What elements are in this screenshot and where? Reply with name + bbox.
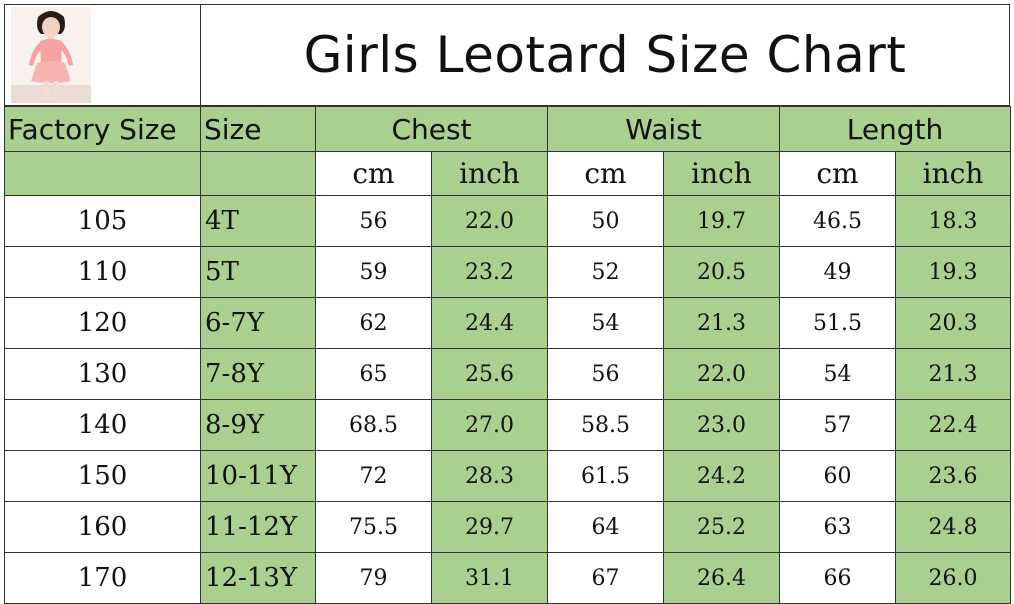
length-inch-cell: 21.3 [894,348,1012,400]
unit-row: cm inch cm inch cm inch [4,151,1012,196]
length-cm-cell: 51.5 [779,297,896,349]
chest-cm-cell: 72 [315,450,432,502]
factory-size-cell: 150 [4,450,201,502]
waist-inch-cell: 23.0 [663,399,780,451]
unit-chest-inch: inch [431,151,548,196]
table-row: 110 5T 59 23.2 52 20.5 49 19.3 [4,246,1012,298]
unit-blank [200,151,316,196]
size-cell: 12-13Y [200,552,316,604]
waist-cm-cell: 54 [547,297,664,349]
table-row: 170 12-13Y 79 31.1 67 26.4 66 26.0 [4,552,1012,604]
length-inch-cell: 23.6 [894,450,1012,502]
chest-inch-cell: 28.3 [431,450,548,502]
chest-cm-cell: 59 [315,246,432,298]
chest-cm-cell: 75.5 [315,501,432,553]
length-cm-cell: 46.5 [779,195,896,247]
unit-chest-cm: cm [315,151,432,196]
waist-inch-cell: 24.2 [663,450,780,502]
photo-cell [4,4,200,106]
length-inch-cell: 18.3 [894,195,1012,247]
waist-cm-cell: 64 [547,501,664,553]
unit-blank [4,151,201,196]
unit-length-inch: inch [894,151,1012,196]
header-length: Length [778,106,1012,152]
factory-size-cell: 130 [4,348,201,400]
chest-cm-cell: 56 [315,195,432,247]
chest-cm-cell: 62 [315,297,432,349]
header-size: Size [200,106,316,152]
waist-cm-cell: 67 [547,552,664,604]
chest-inch-cell: 31.1 [431,552,548,604]
factory-size-cell: 160 [4,501,201,553]
size-cell: 8-9Y [200,399,316,451]
chest-inch-cell: 25.6 [431,348,548,400]
chart-title: Girls Leotard Size Chart [200,4,1010,106]
table-row: 150 10-11Y 72 28.3 61.5 24.2 60 23.6 [4,450,1012,502]
size-cell: 11-12Y [200,501,316,553]
length-inch-cell: 20.3 [894,297,1012,349]
header-waist: Waist [547,106,780,152]
girl-in-leotard-photo-icon [11,7,91,103]
unit-length-cm: cm [779,151,896,196]
header-row: Factory Size Size Chest Waist Length [4,106,1012,152]
header-factory-size: Factory Size [4,106,201,152]
waist-cm-cell: 52 [547,246,664,298]
table-row: 105 4T 56 22.0 50 19.7 46.5 18.3 [4,195,1012,247]
chest-cm-cell: 79 [315,552,432,604]
size-cell: 10-11Y [200,450,316,502]
size-cell: 7-8Y [200,348,316,400]
size-cell: 4T [200,195,316,247]
length-cm-cell: 66 [779,552,896,604]
waist-cm-cell: 61.5 [547,450,664,502]
length-cm-cell: 57 [779,399,896,451]
waist-inch-cell: 21.3 [663,297,780,349]
chest-inch-cell: 22.0 [431,195,548,247]
chest-inch-cell: 29.7 [431,501,548,553]
waist-cm-cell: 58.5 [547,399,664,451]
unit-waist-inch: inch [663,151,780,196]
factory-size-cell: 140 [4,399,201,451]
factory-size-cell: 110 [4,246,201,298]
factory-size-cell: 120 [4,297,201,349]
table-row: 120 6-7Y 62 24.4 54 21.3 51.5 20.3 [4,297,1012,349]
size-table: Factory Size Size Chest Waist Length cm … [4,106,1012,604]
waist-cm-cell: 50 [547,195,664,247]
length-cm-cell: 54 [779,348,896,400]
length-inch-cell: 24.8 [894,501,1012,553]
chest-inch-cell: 27.0 [431,399,548,451]
chest-inch-cell: 24.4 [431,297,548,349]
size-cell: 5T [200,246,316,298]
waist-inch-cell: 19.7 [663,195,780,247]
unit-waist-cm: cm [547,151,664,196]
factory-size-cell: 105 [4,195,201,247]
chest-cm-cell: 65 [315,348,432,400]
waist-inch-cell: 26.4 [663,552,780,604]
table-row: 130 7-8Y 65 25.6 56 22.0 54 21.3 [4,348,1012,400]
length-inch-cell: 26.0 [894,552,1012,604]
waist-inch-cell: 22.0 [663,348,780,400]
length-inch-cell: 22.4 [894,399,1012,451]
table-row: 140 8-9Y 68.5 27.0 58.5 23.0 57 22.4 [4,399,1012,451]
factory-size-cell: 170 [4,552,201,604]
length-inch-cell: 19.3 [894,246,1012,298]
length-cm-cell: 60 [779,450,896,502]
length-cm-cell: 49 [779,246,896,298]
waist-cm-cell: 56 [547,348,664,400]
waist-inch-cell: 20.5 [663,246,780,298]
chest-cm-cell: 68.5 [315,399,432,451]
size-chart: Girls Leotard Size Chart Factory Size Si… [4,4,1012,604]
size-cell: 6-7Y [200,297,316,349]
table-row: 160 11-12Y 75.5 29.7 64 25.2 63 24.8 [4,501,1012,553]
header-chest: Chest [315,106,548,152]
chest-inch-cell: 23.2 [431,246,548,298]
waist-inch-cell: 25.2 [663,501,780,553]
length-cm-cell: 63 [779,501,896,553]
